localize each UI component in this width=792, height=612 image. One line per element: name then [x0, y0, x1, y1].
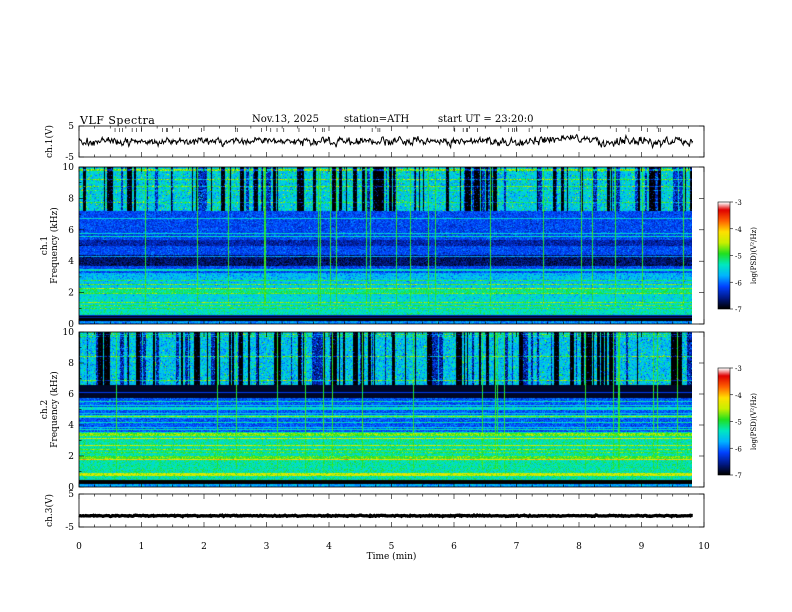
ch1-spectrogram-frame — [78, 166, 705, 325]
colorbar-label: log(PSD)(V²/Hz) — [750, 227, 758, 284]
colorbar-tick-label: -6 — [735, 445, 742, 453]
x-tick-label: 4 — [326, 542, 332, 552]
ch2-spectrogram-ylabel: Frequency (kHz) — [49, 371, 60, 448]
ch1-waveform-ytick-label: 5 — [68, 122, 74, 132]
ch1-spectrogram-ytick-label: 2 — [68, 289, 74, 299]
ch1-spectrogram-ylabel: ch.1 — [40, 236, 50, 255]
colorbar-frame — [717, 201, 731, 310]
colorbar-tick-label: -6 — [735, 279, 742, 287]
ch3-waveform-ytick-label: -5 — [65, 523, 74, 533]
colorbar-tick-label: -4 — [735, 392, 742, 400]
colorbar-tick-label: -7 — [735, 306, 742, 314]
ch2-spectrogram-ytick-label: 10 — [63, 328, 75, 338]
x-tick-label: 6 — [451, 542, 457, 552]
ch2-spectrogram-ylabel: ch.2 — [40, 400, 50, 419]
x-tick-label: 0 — [76, 542, 82, 552]
start-ut-label: start UT = 23:20:0 — [438, 114, 534, 125]
ch3-waveform-ytick-label: 5 — [68, 490, 74, 500]
ch2-spectrogram-ytick-label: 8 — [68, 359, 74, 369]
x-tick-label: 8 — [576, 542, 582, 552]
ch1-spectrogram-ylabel: Frequency (kHz) — [49, 207, 60, 284]
ch3-waveform-ylabel: ch.3(V) — [44, 494, 55, 527]
ch1-waveform-ylabel: ch.1(V) — [44, 125, 55, 158]
x-tick-label: 10 — [698, 542, 710, 552]
ch1-spectrogram-image — [79, 167, 692, 324]
colorbar-tick-label: -5 — [735, 253, 742, 261]
ch1-spectrogram-ytick-label: 8 — [68, 194, 74, 204]
ch1-waveform-ytick-label: -5 — [65, 153, 74, 163]
colorbar-tick-label: -5 — [735, 419, 742, 427]
x-tick-label: 7 — [514, 542, 520, 552]
colorbar-frame — [717, 367, 731, 476]
ch2-spectrogram-image — [79, 332, 692, 487]
ch3-waveform-trace — [78, 512, 693, 519]
ch2-colorbar-image — [718, 368, 730, 475]
ch2-spectrogram-ytick-label: 2 — [68, 452, 74, 462]
ch1-spectrogram-ytick-label: 0 — [68, 320, 74, 330]
x-tick-label: 5 — [389, 542, 395, 552]
ch2-spectrogram-frame — [78, 331, 705, 488]
colorbar-label: log(PSD)(V²/Hz) — [750, 393, 758, 450]
colorbar-tick-label: -3 — [735, 365, 742, 373]
ch1-spectrogram-ytick-label: 4 — [68, 257, 74, 267]
ch1-spectrogram-ytick-label: 10 — [63, 163, 75, 173]
x-axis-title: Time (min) — [367, 551, 417, 562]
date-label: Nov.13, 2025 — [252, 114, 319, 125]
x-tick-label: 3 — [264, 542, 270, 552]
x-tick-label: 2 — [201, 542, 207, 552]
ch1-waveform-trace — [78, 133, 694, 150]
figure-title: VLF Spectra — [80, 114, 156, 127]
colorbar-tick-label: -7 — [735, 472, 742, 480]
x-tick-label: 9 — [639, 542, 645, 552]
ch1-spectrogram-ytick-label: 6 — [68, 226, 74, 236]
station-label: station=ATH — [344, 114, 410, 125]
x-tick-label: 1 — [139, 542, 145, 552]
ch1-colorbar-image — [718, 202, 730, 309]
ch2-spectrogram-ytick-label: 6 — [68, 390, 74, 400]
colorbar-tick-label: -4 — [735, 226, 742, 234]
ch2-spectrogram-ytick-label: 4 — [68, 421, 74, 431]
colorbar-tick-label: -3 — [735, 199, 742, 207]
ch2-spectrogram-ytick-label: 0 — [68, 483, 74, 493]
